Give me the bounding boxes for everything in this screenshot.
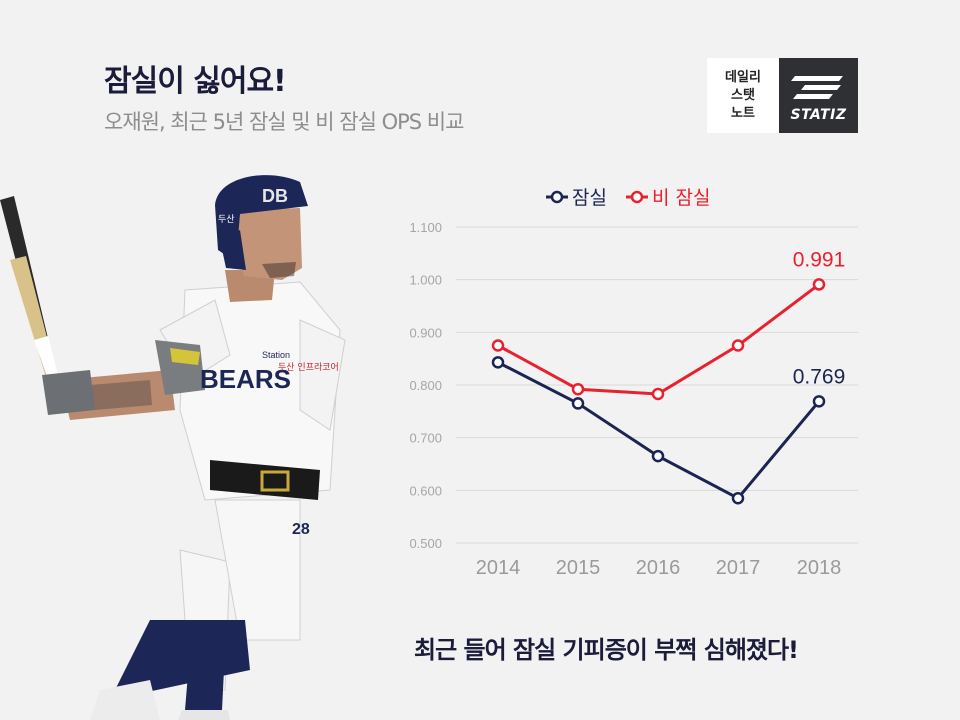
logo-line-3: 노트 [731, 105, 755, 121]
y-tick-label: 0.700 [409, 431, 442, 446]
logo-mark: STATIZ [779, 58, 858, 133]
series-line [497, 283, 820, 396]
page-title: 잠실이 싫어요! [104, 64, 287, 99]
legend-label-non-jamsil: 비 잠실 [652, 187, 710, 209]
data-point [812, 395, 826, 408]
helmet-side-text: 두산 [218, 214, 235, 225]
x-tick-label: 2017 [716, 557, 761, 579]
x-axis: 2014 2015 2016 2017 2018 [476, 557, 842, 579]
end-value-label: 0.769 [793, 365, 846, 388]
x-tick-label: 2015 [556, 557, 601, 579]
chart-legend: 잠실 비 잠실 [546, 187, 710, 209]
data-point [491, 356, 505, 369]
y-tick-label: 0.800 [409, 378, 442, 393]
data-point [491, 339, 505, 352]
statiz-logo: 데일리 스탯 노트 STATIZ [707, 58, 858, 133]
y-tick-label: 0.600 [409, 483, 442, 498]
y-axis: 0.500 0.600 0.700 0.800 0.900 1.000 1.100 [409, 220, 442, 551]
series-line [497, 361, 821, 501]
x-tick-label: 2016 [636, 557, 681, 579]
logo-brand: STATIZ [790, 107, 847, 123]
legend-item-non-jamsil: 비 잠실 [626, 187, 710, 209]
chart-series [491, 278, 826, 505]
logo-line-2: 스탯 [731, 87, 755, 103]
player-illustration: BEARS Station 두산 인프라코어 28 DB 두산 [0, 175, 346, 720]
data-point [651, 449, 665, 463]
x-tick-label: 2018 [797, 557, 842, 579]
jersey-text: BEARS [200, 364, 291, 394]
data-point [571, 397, 585, 410]
stripes-icon [791, 76, 843, 99]
logo-line-1: 데일리 [725, 69, 761, 85]
y-tick-label: 1.000 [409, 273, 442, 288]
footer-caption: 최근 들어 잠실 기피증이 부쩍 심해졌다! [414, 636, 799, 664]
y-tick-label: 0.900 [409, 325, 442, 340]
data-point [651, 387, 665, 401]
sponsor-text: Station [262, 350, 290, 360]
jersey-number: 28 [292, 521, 310, 538]
data-point [571, 382, 585, 396]
data-point [731, 491, 745, 505]
chart-grid [456, 226, 858, 544]
chart-end-labels: 0.769 0.991 [793, 248, 846, 388]
ops-line-chart: 잠실 비 잠실 0.500 0.600 0.700 0.800 0.900 1.000 1.… [409, 187, 858, 579]
end-value-label: 0.991 [793, 248, 846, 271]
data-point [731, 339, 745, 352]
helmet-logo: DB [262, 186, 288, 206]
legend-label-jamsil: 잠실 [572, 187, 607, 209]
x-tick-label: 2014 [476, 557, 521, 579]
data-point [812, 278, 826, 291]
y-tick-label: 0.500 [409, 536, 442, 551]
y-tick-label: 1.100 [409, 220, 442, 235]
page-subtitle: 오재원, 최근 5년 잠실 및 비 잠실 OPS 비교 [104, 110, 464, 134]
bat-icon [0, 196, 58, 384]
logo-text-block: 데일리 스탯 노트 [707, 58, 779, 133]
sponsor-text-2: 두산 인프라코어 [278, 362, 339, 373]
legend-item-jamsil: 잠실 [546, 187, 607, 209]
